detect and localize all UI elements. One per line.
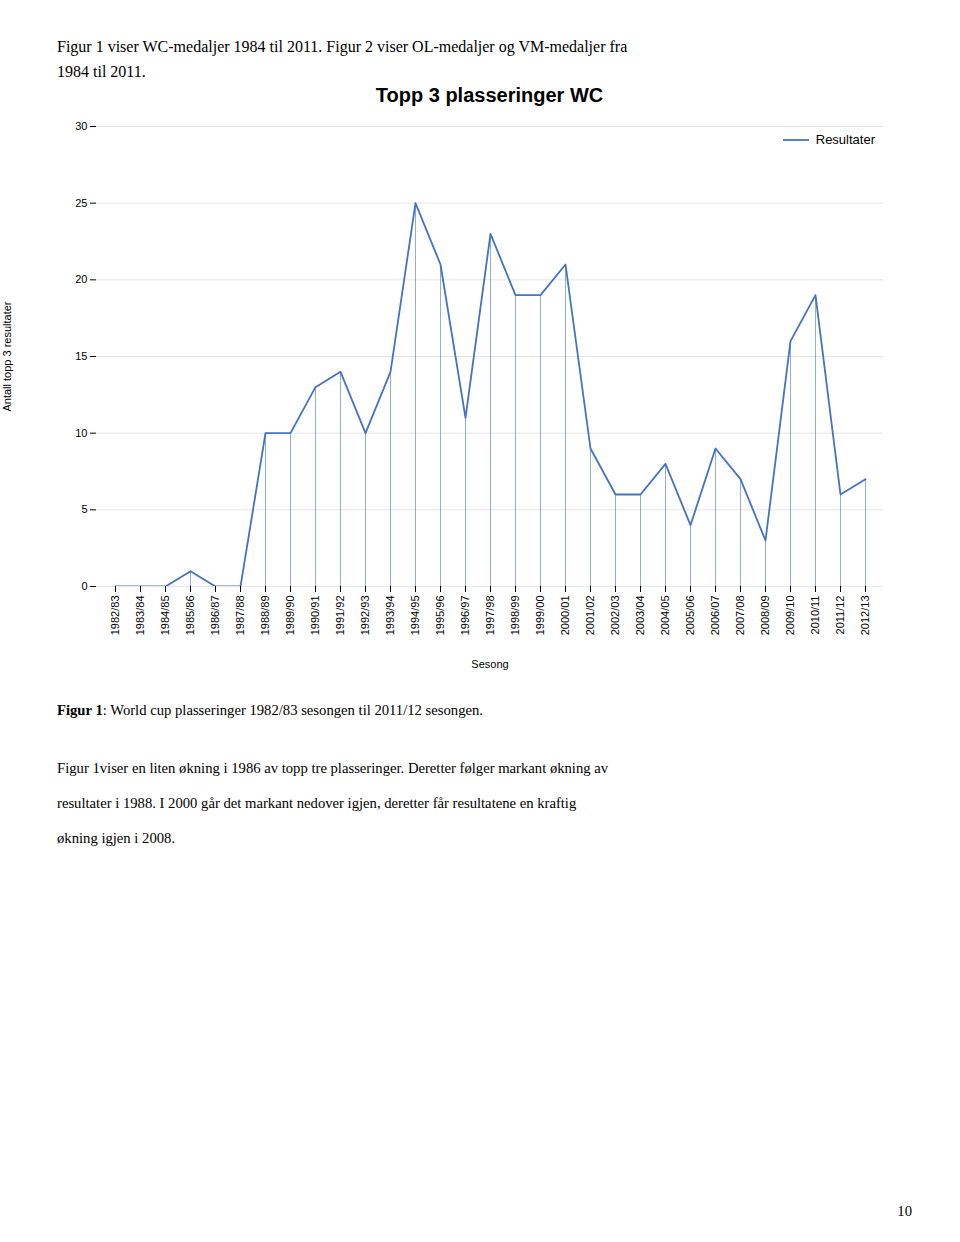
svg-text:2010/11: 2010/11 <box>809 596 821 635</box>
svg-text:2000/01: 2000/01 <box>559 596 571 636</box>
svg-text:15: 15 <box>75 350 87 362</box>
svg-text:2008/09: 2008/09 <box>759 596 771 636</box>
svg-text:10: 10 <box>75 427 87 439</box>
svg-text:1993/94: 1993/94 <box>384 596 396 636</box>
svg-text:1992/93: 1992/93 <box>359 596 371 636</box>
svg-text:30: 30 <box>75 120 87 132</box>
html-text:1984 til 2011.: 1984 til 2011. <box>57 63 146 80</box>
svg-text:1988/89: 1988/89 <box>259 596 271 636</box>
svg-text:5: 5 <box>81 503 87 515</box>
svg-text:2011/12: 2011/12 <box>834 596 846 635</box>
svg-text:Antall topp 3 resultater: Antall topp 3 resultater <box>1 301 13 411</box>
html-text:Figur 1 viser WC-medaljer 1984: Figur 1 viser WC-medaljer 1984 til 2011.… <box>57 38 628 55</box>
svg-text:2001/02: 2001/02 <box>584 596 596 636</box>
svg-text:1989/90: 1989/90 <box>284 596 296 636</box>
svg-text:0: 0 <box>81 580 87 592</box>
svg-text:1983/84: 1983/84 <box>134 596 146 636</box>
svg-text:1991/92: 1991/92 <box>334 596 346 636</box>
svg-text:1996/97: 1996/97 <box>459 596 471 636</box>
svg-text:25: 25 <box>75 197 87 209</box>
svg-text:1998/99: 1998/99 <box>509 596 521 636</box>
svg-text:1986/87: 1986/87 <box>209 596 221 636</box>
svg-text:1999/00: 1999/00 <box>534 596 546 636</box>
svg-text:1990/91: 1990/91 <box>309 596 321 636</box>
html-text:Topp 3 plasseringer WC: Topp 3 plasseringer WC <box>375 84 604 106</box>
svg-text:Sesong: Sesong <box>471 658 508 670</box>
svg-text:1995/96: 1995/96 <box>434 596 446 636</box>
svg-text:2007/08: 2007/08 <box>734 596 746 636</box>
svg-text:2002/03: 2002/03 <box>609 596 621 636</box>
svg-text:1994/95: 1994/95 <box>409 596 421 636</box>
html-text:resultater i 1988. I 2000 går: resultater i 1988. I 2000 går det markan… <box>57 795 577 811</box>
svg-text:1984/85: 1984/85 <box>159 596 171 636</box>
svg-text:2005/06: 2005/06 <box>684 596 696 636</box>
svg-text:2012/13: 2012/13 <box>859 596 871 636</box>
html-text:10: 10 <box>897 1203 912 1219</box>
svg-text:2004/05: 2004/05 <box>659 596 671 636</box>
html-text:Resultater: Resultater <box>815 132 875 147</box>
svg-text:1982/83: 1982/83 <box>109 596 121 636</box>
svg-text:1987/88: 1987/88 <box>234 596 246 636</box>
svg-text:1985/86: 1985/86 <box>184 596 196 636</box>
svg-text:20: 20 <box>75 273 87 285</box>
svg-text:1997/98: 1997/98 <box>484 596 496 636</box>
html-text:Figur 1: World cup plasseringe: Figur 1: World cup plasseringer 1982/83 … <box>57 702 483 718</box>
svg-text:2009/10: 2009/10 <box>784 596 796 636</box>
svg-text:2003/04: 2003/04 <box>634 596 646 636</box>
html-text:Figur 1viser en liten økning i: Figur 1viser en liten økning i 1986 av t… <box>57 760 609 776</box>
html-text:økning igjen i 2008.: økning igjen i 2008. <box>57 830 176 846</box>
svg-text:2006/07: 2006/07 <box>709 596 721 636</box>
